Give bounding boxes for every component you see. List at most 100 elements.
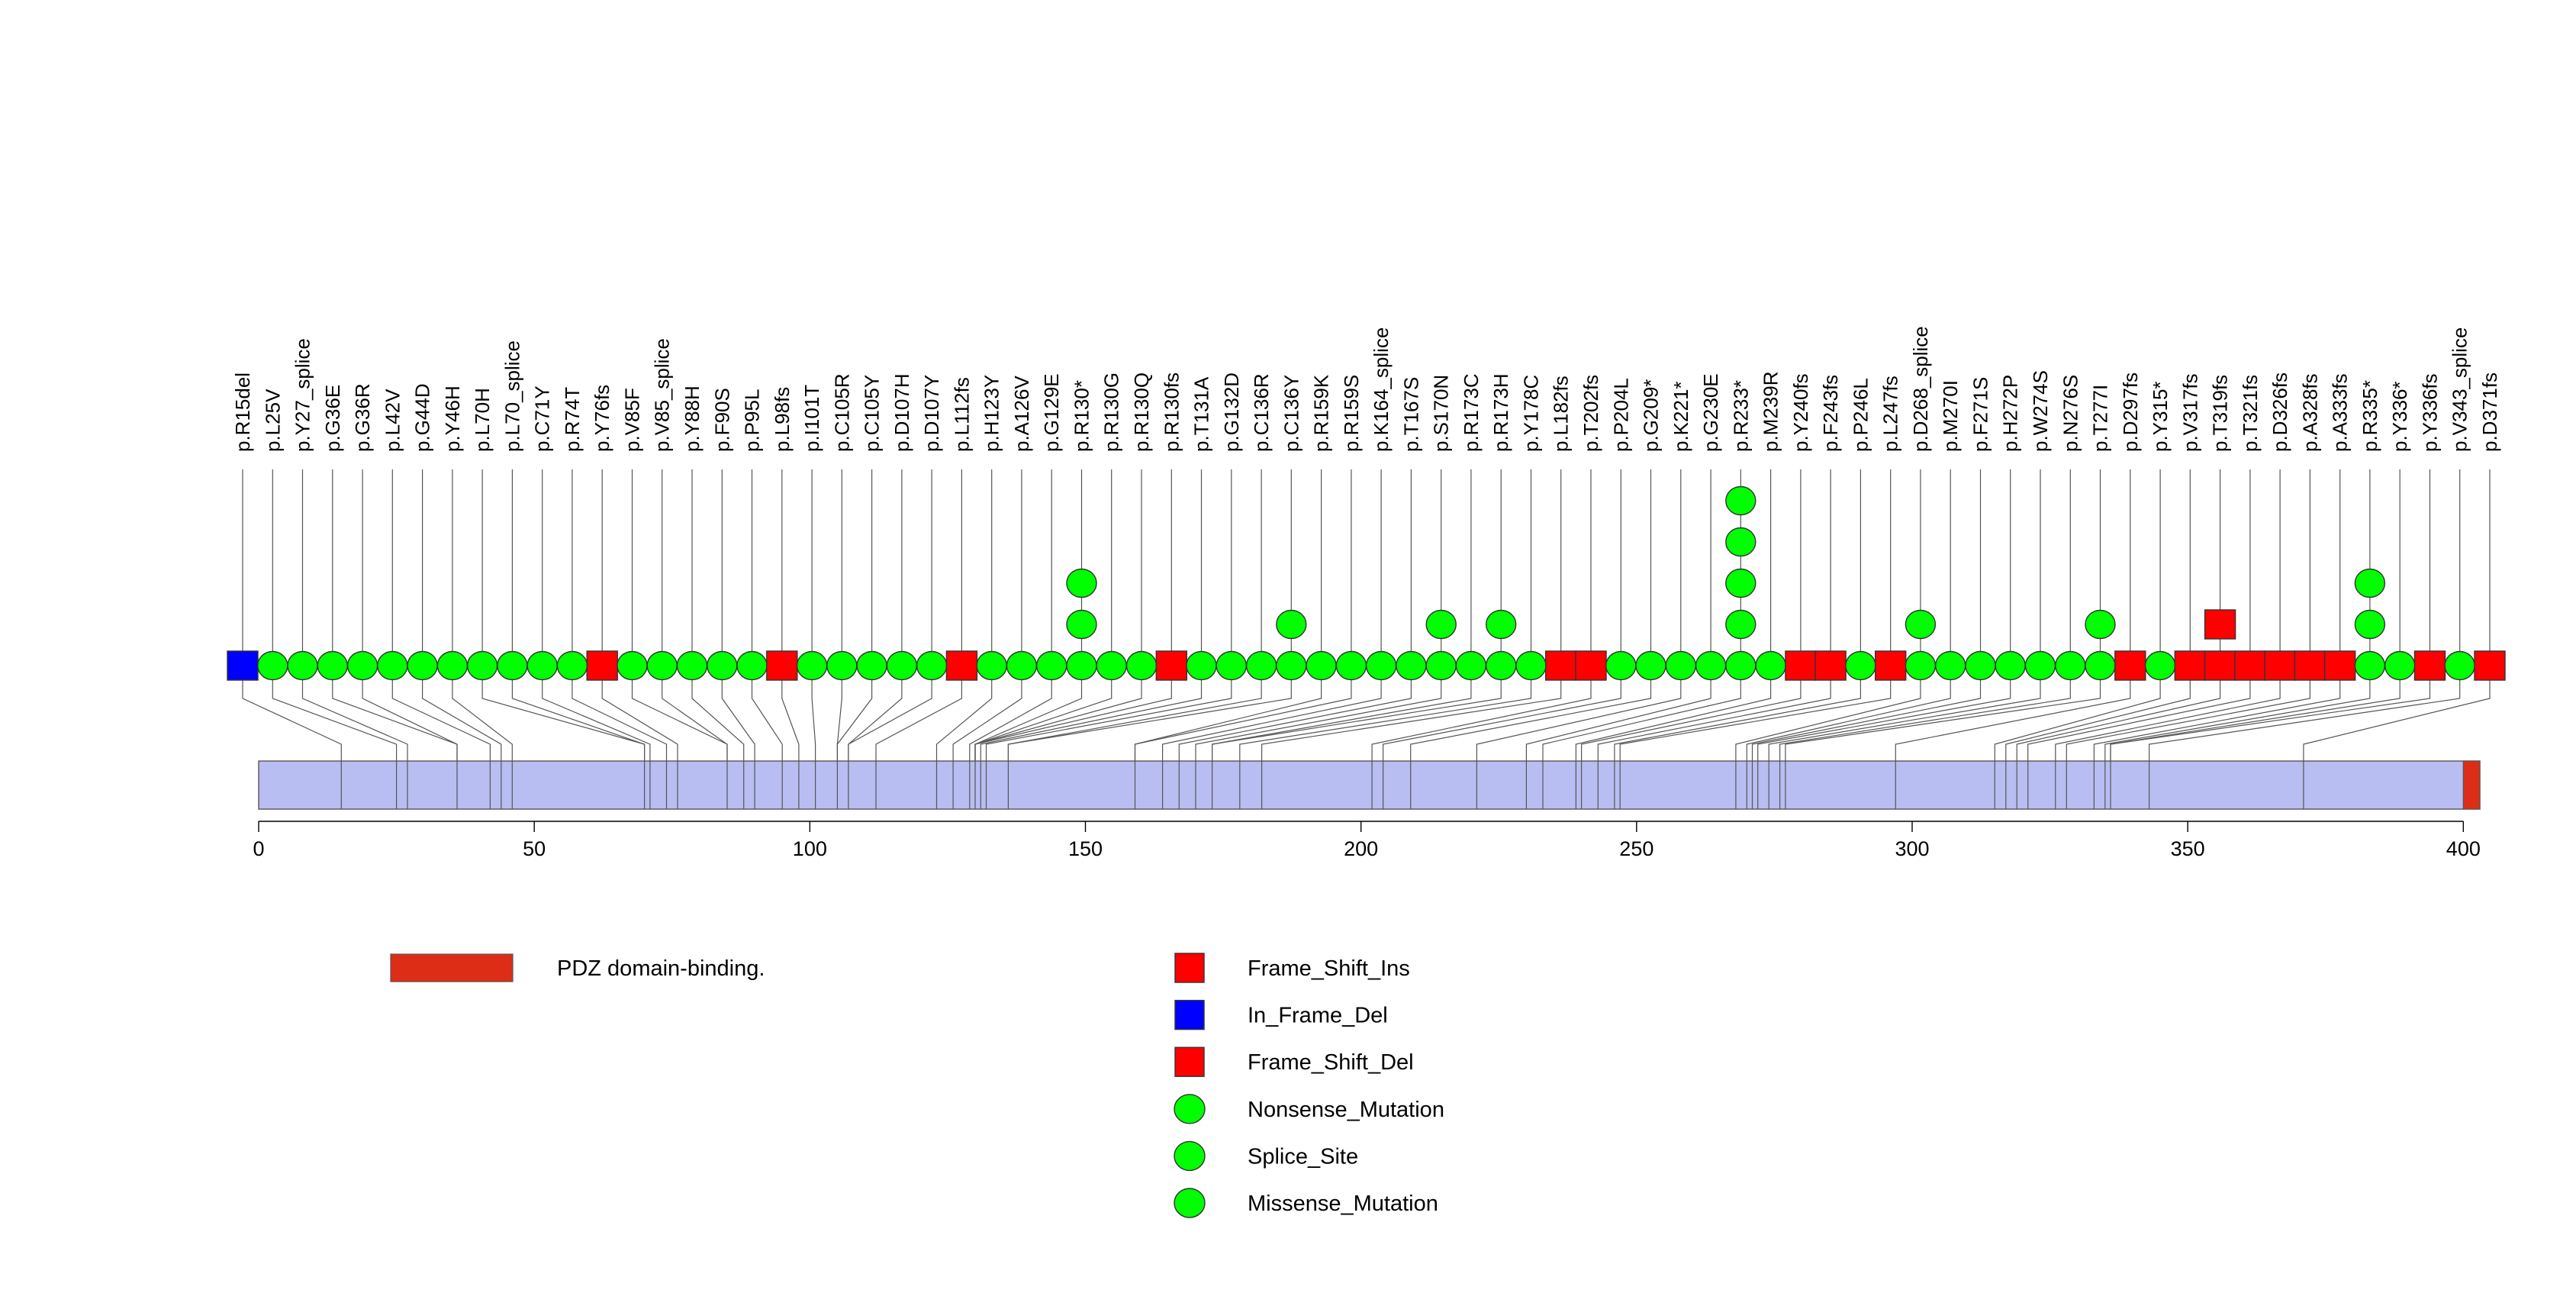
connector-p-t321fs <box>2027 666 2251 761</box>
mutation-label-p-l42v: p.L42V <box>381 389 404 452</box>
connector-p-f90s <box>721 666 755 761</box>
mutation-marker-p-l98fs <box>766 650 798 681</box>
mutation-label-p-d268-splice: p.D268_splice <box>1909 326 1932 452</box>
mutation-marker-p-t319fs <box>2204 609 2236 640</box>
connector-p-d326fs <box>2055 666 2281 761</box>
mutation-marker-p-d268-splice <box>1905 650 1937 681</box>
mutation-marker-p-r130fs <box>1155 650 1188 681</box>
x-tick-label: 300 <box>1895 837 1929 860</box>
connector-p-k221-stop <box>1476 666 1682 761</box>
mutation-marker-p-l70-splice <box>497 650 528 681</box>
mutation-label-p-f243fs: p.F243fs <box>1819 375 1842 452</box>
mutation-marker-p-c105r <box>826 650 858 681</box>
mutation-marker-p-k221-stop <box>1665 650 1697 681</box>
connector-p-y46h <box>452 666 513 761</box>
mutation-marker-p-r130g <box>1096 650 1127 681</box>
mutation-label-p-c136r: p.C136R <box>1250 373 1273 452</box>
connector-p-t202fs <box>1371 666 1592 761</box>
mutation-marker-p-l182fs <box>1544 650 1577 681</box>
mutation-label-p-r130fs: p.R130fs <box>1160 372 1183 452</box>
mutation-label-p-a328fs: p.A328fs <box>2298 373 2321 452</box>
connector-p-g44d <box>421 666 502 761</box>
legend-domain-swatch <box>390 953 514 982</box>
mutation-label-p-g129e: p.G129E <box>1040 373 1063 452</box>
legend-label-in-frame-del: In_Frame_Del <box>1248 1004 1388 1028</box>
mutation-marker-p-t202fs <box>1575 650 1607 681</box>
legend-label-frame-shift-del: Frame_Shift_Del <box>1248 1050 1414 1075</box>
mutation-label-p-d371fs: p.D371fs <box>2478 372 2501 452</box>
mutation-label-p-r130-stop: p.R130* <box>1071 380 1093 452</box>
legend-marker-frame-shift-ins <box>1174 953 1205 983</box>
connector-p-l70h <box>481 666 646 761</box>
mutation-marker-p-a328fs <box>2294 650 2326 681</box>
connector-p-a126v <box>952 666 1022 761</box>
mutation-label-p-n276s: p.N276S <box>2059 375 2082 452</box>
x-tick-label: 200 <box>1344 837 1378 860</box>
domain-pdz-domain-binding <box>2462 760 2481 810</box>
mutation-marker-p-h123y <box>976 650 1007 681</box>
connector-p-g36r <box>362 666 458 761</box>
mutation-label-p-f90s: p.F90S <box>710 388 733 452</box>
mutation-marker-p-r335-stop <box>2354 609 2386 640</box>
mutation-marker-p-a333fs <box>2323 650 2356 681</box>
connector-p-h272p <box>1757 666 2011 761</box>
mutation-label-p-g36r: p.G36R <box>351 383 374 452</box>
mutation-marker-p-y46h <box>436 650 469 681</box>
legend-label-frame-shift-ins: Frame_Shift_Ins <box>1248 956 1410 981</box>
connector-p-r173h <box>1211 666 1502 761</box>
connector-p-w274s <box>1768 666 2041 761</box>
mutation-label-p-v85-splice: p.V85_splice <box>651 338 674 452</box>
mutation-label-p-d297fs: p.D297fs <box>2119 372 2142 452</box>
connector-p-g129e <box>969 666 1052 761</box>
mutation-label-p-d326fs: p.D326fs <box>2268 372 2291 452</box>
connector-p-y88h <box>691 666 745 761</box>
mutation-marker-p-r233-stop <box>1725 650 1757 681</box>
connector-p-d297fs <box>1895 666 2131 761</box>
mutation-label-p-d107h: p.D107H <box>890 373 913 452</box>
mutation-label-p-r15del: p.R15del <box>231 372 254 452</box>
mutation-marker-p-s170n <box>1425 650 1457 681</box>
mutation-marker-p-r335-stop <box>2354 650 2386 681</box>
mutation-label-p-t321fs: p.T321fs <box>2239 375 2262 452</box>
x-tick-label: 50 <box>523 837 546 860</box>
connector-p-t167s <box>1178 666 1412 761</box>
connector-p-v317fs <box>2005 666 2191 761</box>
mutation-label-p-v343-splice: p.V343_splice <box>2449 327 2471 452</box>
mutation-label-p-r173c: p.R173C <box>1460 373 1483 452</box>
mutation-label-p-i101t: p.I101T <box>800 385 823 452</box>
connector-p-n276s <box>1779 666 2071 761</box>
connector-p-v85f <box>631 666 728 761</box>
mutation-marker-p-r233-stop <box>1725 527 1757 557</box>
mutation-label-p-r335-stop: p.R335* <box>2359 380 2381 452</box>
mutation-label-p-c136y: p.C136Y <box>1280 375 1302 452</box>
connector-p-r15del <box>242 666 342 761</box>
mutation-label-p-y88h: p.Y88H <box>681 385 704 452</box>
mutation-marker-p-y178c <box>1515 650 1547 681</box>
connector-p-l247fs <box>1619 666 1892 761</box>
protein-bar <box>258 760 2481 810</box>
mutation-marker-p-l70h <box>466 650 498 681</box>
connector-p-l112fs <box>875 666 963 761</box>
connector-p-r173c <box>1211 666 1472 761</box>
legend-label-missense-mutation: Missense_Mutation <box>1248 1192 1438 1216</box>
mutation-marker-p-g44d <box>407 650 438 681</box>
connector-p-p204l <box>1382 666 1621 761</box>
mutation-marker-p-y315-stop <box>2144 650 2176 681</box>
connector-p-c136y <box>1007 666 1292 761</box>
legend-label-splice-site: Splice_Site <box>1248 1144 1358 1169</box>
mutation-label-p-h123y: p.H123Y <box>980 375 1003 452</box>
mutation-marker-p-g36e <box>317 650 348 681</box>
mutation-marker-p-y336-stop <box>2384 650 2416 681</box>
connector-p-p95l <box>751 666 783 761</box>
mutation-label-p-r130g: p.R130G <box>1100 372 1123 452</box>
mutation-label-p-y46h: p.Y46H <box>441 385 464 452</box>
mutation-label-p-r159s: p.R159S <box>1340 375 1363 452</box>
connector-p-v343-splice <box>2149 666 2461 761</box>
mutation-marker-p-w274s <box>2024 650 2056 681</box>
legend: PDZ domain-binding. Frame_Shift_Ins In_Fra… <box>390 953 1444 1218</box>
connector-p-d268-splice <box>1735 666 1921 761</box>
mutation-marker-p-s170n <box>1425 609 1457 640</box>
mutation-marker-p-f271s <box>1965 650 1996 681</box>
mutation-label-p-y178c: p.Y178C <box>1520 375 1543 452</box>
mutation-label-p-m270i: p.M270I <box>1939 380 1962 452</box>
